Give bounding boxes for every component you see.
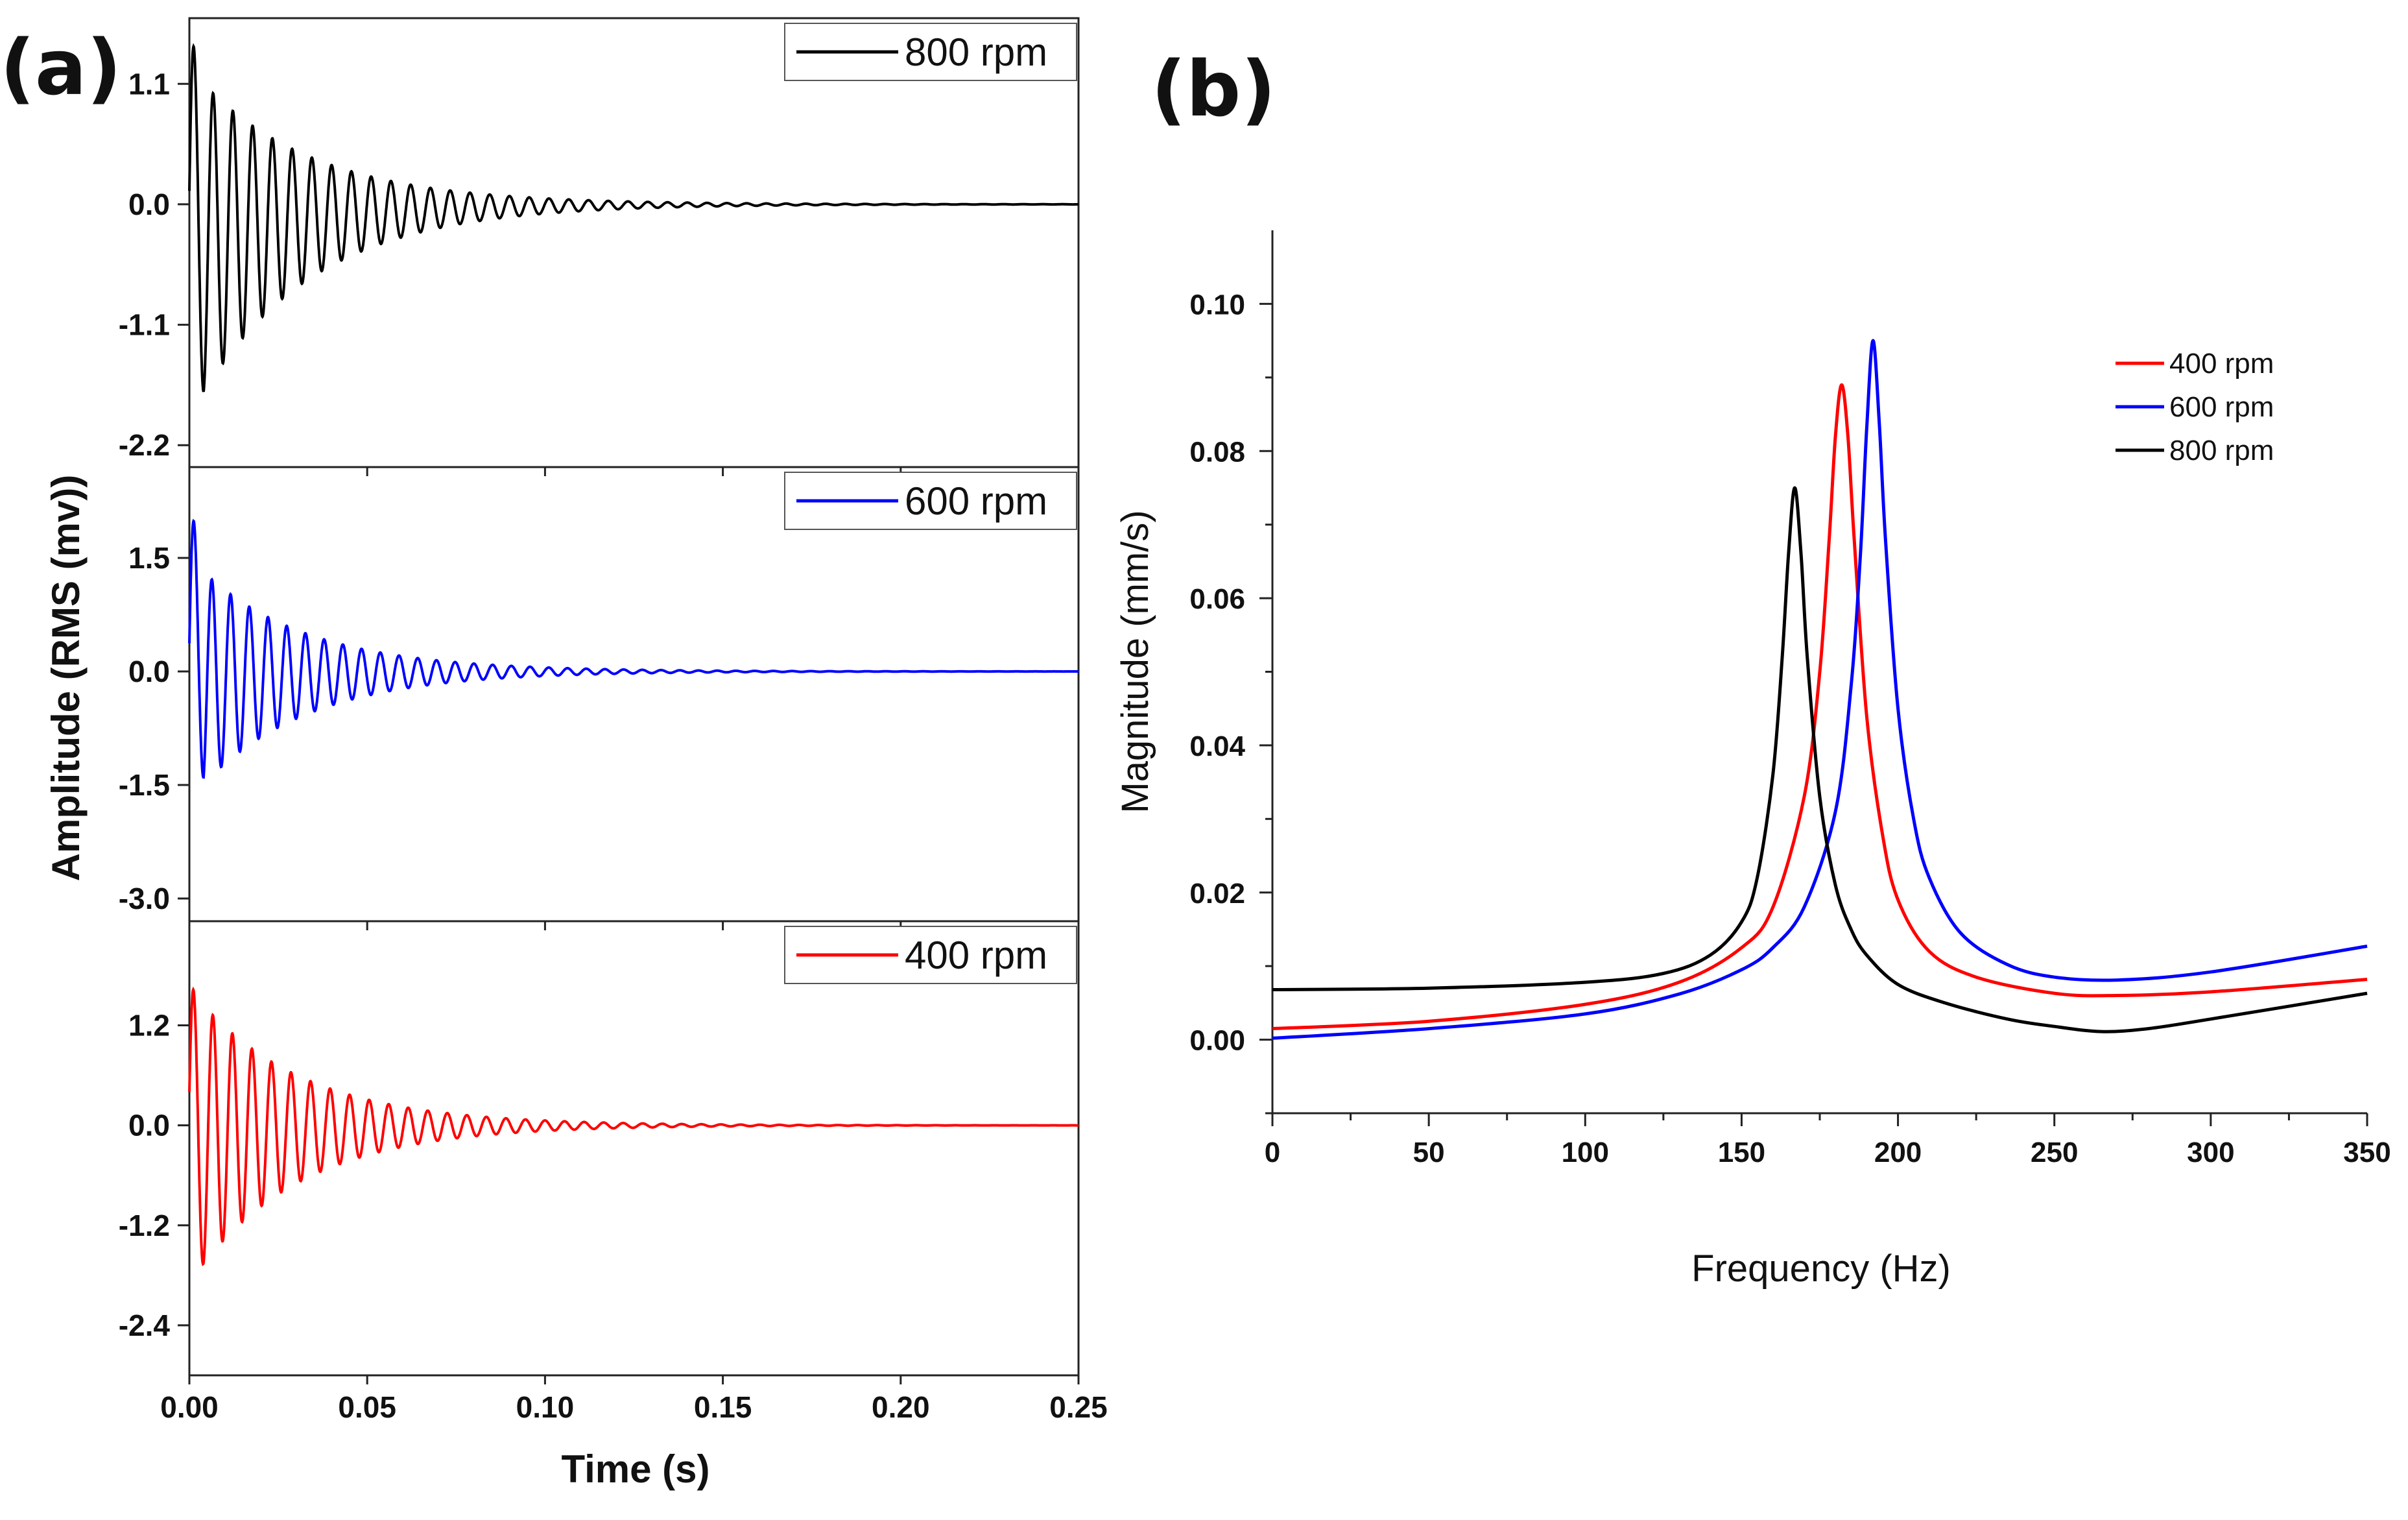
y-tick-label: -1.5: [119, 768, 170, 802]
x-tick-label: 100: [1562, 1137, 1609, 1168]
legend-label: 600 rpm: [905, 479, 1047, 523]
y-tick-label: 0.0: [128, 187, 170, 221]
panel-a-x-axis-ticks: 0.00 0.05 0.10 0.15 0.20 0.25: [160, 1390, 1108, 1424]
series-line-600-rpm: [188, 518, 1079, 779]
subplot-600-rpm: 1.5 0.0 -1.5 -3.0 600 rpm: [119, 466, 1080, 930]
x-tick-label: 150: [1718, 1137, 1765, 1168]
x-tick-label: 0.25: [1049, 1390, 1108, 1424]
x-tick-label: 50: [1413, 1137, 1445, 1168]
subplot-frame: [188, 920, 1080, 1377]
y-tick-label: 0.02: [1189, 878, 1245, 910]
panel-a-y-axis-title: Amplitude (RMS (mv)): [44, 475, 88, 882]
series-line-800-rpm: [188, 43, 1079, 392]
legend-label: 400 rpm: [2169, 348, 2274, 380]
legend-item-400-rpm: 400 rpm: [2116, 348, 2274, 380]
y-tick-label: 0.04: [1189, 730, 1245, 762]
y-tick-label: 0.00: [1189, 1025, 1245, 1057]
y-tick-label: -2.4: [119, 1309, 171, 1342]
y-tick-label: 1.2: [128, 1009, 170, 1043]
y-tick-label: 1.5: [128, 541, 170, 575]
series-line-600-rpm: [1272, 339, 2368, 1040]
legend-800-rpm: 800 rpm: [784, 23, 1077, 81]
panel-a-x-axis-title: Time (s): [562, 1447, 710, 1491]
y-tick-label: -1.2: [119, 1209, 170, 1242]
series-line-400-rpm: [1272, 383, 2368, 1031]
legend-400-rpm: 400 rpm: [784, 926, 1077, 984]
legend-label: 400 rpm: [905, 934, 1047, 977]
legend-label: 600 rpm: [2169, 391, 2274, 423]
subplot-800-rpm: 1.1 0.0 -1.1 -2.2 800 rpm: [119, 17, 1080, 476]
y-tick-label: 0.08: [1189, 436, 1245, 468]
legend-box: [784, 926, 1077, 984]
legend-600-rpm: 600 rpm: [784, 472, 1077, 530]
x-tick-label: 0: [1265, 1137, 1280, 1168]
y-tick-label: 1.1: [128, 67, 170, 101]
subplot-frame: [188, 466, 1080, 923]
x-tick-label: 0.15: [694, 1390, 752, 1424]
legend-label: 800 rpm: [905, 30, 1047, 74]
x-tick-label: 0.20: [872, 1390, 930, 1424]
legend-item-600-rpm: 600 rpm: [2116, 391, 2274, 423]
legend-label: 800 rpm: [2169, 435, 2274, 466]
y-tick-label: -2.2: [119, 428, 170, 462]
y-tick-label: -1.1: [119, 308, 170, 342]
series-line-800-rpm: [1272, 486, 2368, 1033]
x-tick-label: 300: [2187, 1137, 2234, 1168]
x-tick-label: 200: [1874, 1137, 1922, 1168]
y-tick-label: -3.0: [119, 882, 170, 915]
panel-b-y-axis-title: Magnitude (mm/s): [1114, 510, 1156, 813]
x-tick-label: 0.05: [338, 1390, 396, 1424]
y-tick-label: 0.06: [1189, 583, 1245, 615]
y-tick-label: 0.0: [128, 655, 170, 688]
panel-b-axes: 0 50 100 150 200 250 300 350 0.00 0.02 0.04 0.06 0.0…: [1189, 230, 2391, 1168]
y-tick-label: 0.10: [1189, 289, 1245, 320]
panel-b-series: [1272, 339, 2368, 1040]
panel-label-b: (b): [1151, 44, 1276, 134]
subplot-frame: [188, 17, 1080, 468]
subplot-400-rpm: 1.2 0.0 -1.2 -2.4 400 rpm: [119, 920, 1080, 1384]
x-tick-label: 0.00: [160, 1390, 219, 1424]
x-tick-label: 350: [2343, 1137, 2390, 1168]
panel-b-frequency-domain: 0 50 100 150 200 250 300 350 0.00 0.02 0.04 0.06 0.0…: [1114, 230, 2391, 1290]
panel-label-a: (a): [0, 23, 122, 112]
panel-b-x-axis-title: Frequency (Hz): [1691, 1248, 1951, 1290]
legend-box: [784, 23, 1077, 81]
x-tick-label: 0.10: [516, 1390, 575, 1424]
panel-b-legend: 400 rpm 600 rpm 800 rpm: [2116, 348, 2274, 466]
y-tick-label: 0.0: [128, 1109, 170, 1142]
legend-item-800-rpm: 800 rpm: [2116, 435, 2274, 466]
x-tick-label: 250: [2031, 1137, 2078, 1168]
panel-a-time-domain: 1.1 0.0 -1.1 -2.2 800 rpm 1.5 0.0 -1.5 -3.0 600 …: [44, 17, 1108, 1491]
series-line-400-rpm: [188, 986, 1079, 1266]
